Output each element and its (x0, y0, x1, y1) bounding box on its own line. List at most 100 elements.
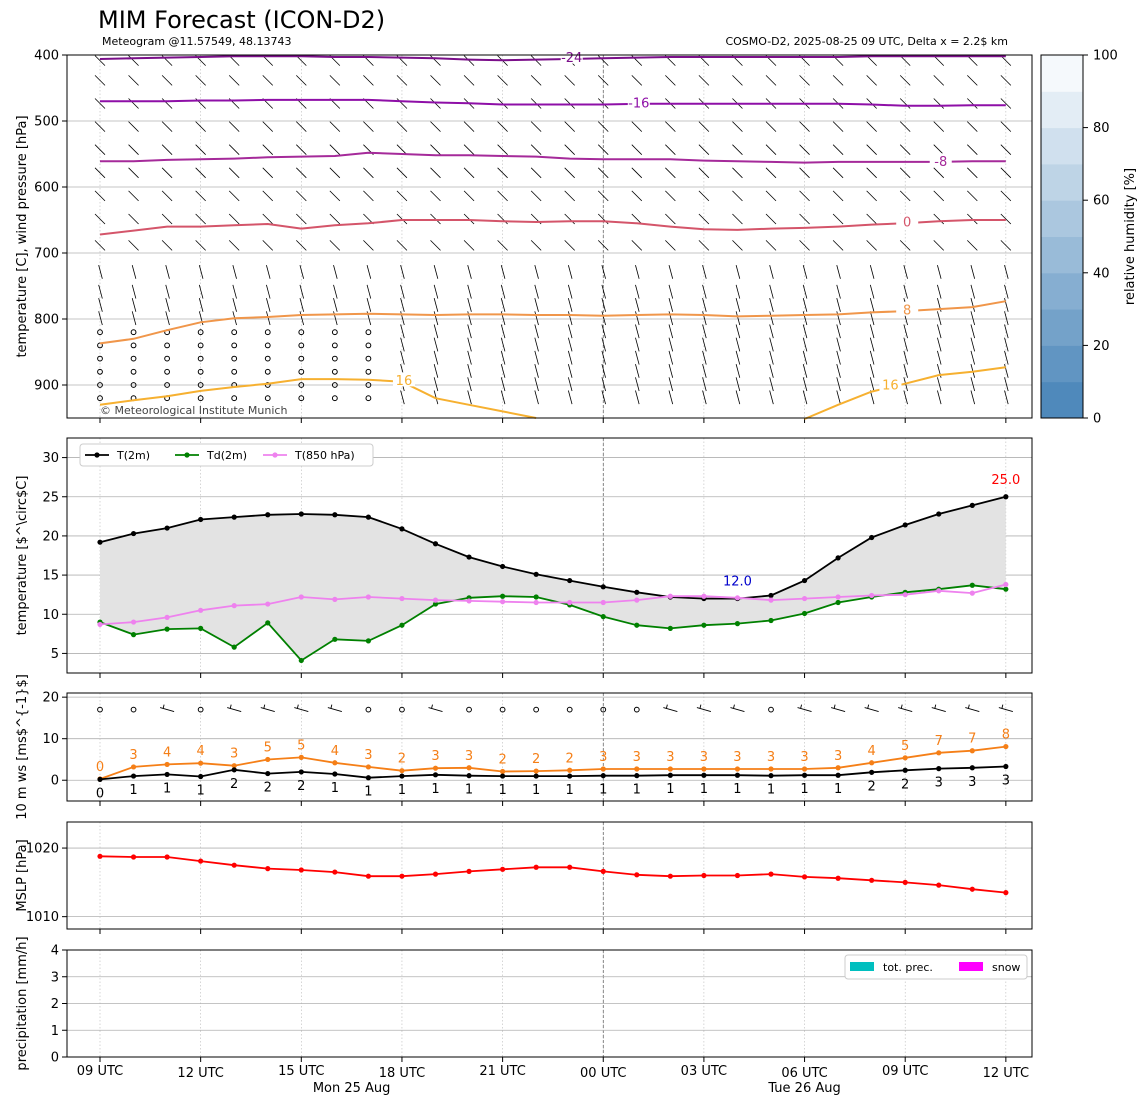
isotherm-label-bg (560, 49, 583, 64)
wind-barb (564, 167, 575, 179)
data-point (1003, 494, 1009, 500)
wind-barb (799, 121, 810, 132)
wind-barb (931, 707, 946, 713)
wind-barb (1004, 265, 1009, 279)
wind-barb (500, 377, 506, 392)
wind-barb (832, 75, 844, 86)
wind-barb (933, 190, 945, 202)
wind-barb (266, 284, 271, 299)
isotherm-label-bg (896, 213, 919, 228)
calm-wind-marker (298, 382, 305, 388)
colorbar-tick-label: 60 (1093, 194, 1110, 209)
wind-barb (500, 324, 506, 339)
wind-barb (631, 167, 643, 179)
isotherm-label-bg (879, 377, 902, 391)
calm-wind-marker (264, 342, 271, 349)
data-label: 5 (901, 739, 909, 754)
data-point (466, 773, 472, 779)
calm-wind-marker (130, 382, 137, 388)
wind-barb (463, 144, 475, 155)
legend-marker (94, 452, 100, 458)
calm-wind-marker (264, 368, 271, 375)
data-point (231, 603, 237, 609)
wind-barb (832, 167, 844, 179)
wind-barb (396, 144, 408, 155)
wind-barb (869, 364, 875, 378)
wind-barb (1004, 337, 1009, 352)
wind-barb (329, 240, 341, 251)
data-point (835, 765, 841, 771)
calm-wind-marker (164, 355, 171, 362)
data-label: 3 (767, 750, 775, 765)
wind-barb (698, 121, 710, 132)
wind-barb (970, 265, 976, 279)
wind-barb (1004, 298, 1009, 312)
wind-barb-feather (833, 704, 836, 709)
isotherm-label-bg (627, 95, 650, 110)
wind-barb (296, 144, 307, 155)
wind-barb (967, 98, 978, 109)
data-label: 3 (599, 750, 607, 765)
legend: T(2m) Td(2m) T(850 hPa) (79, 443, 374, 467)
data-point (164, 525, 170, 531)
data-point (365, 764, 371, 770)
wind-barb (497, 240, 508, 251)
calm-wind-marker (197, 706, 204, 713)
calm-wind-marker (164, 368, 171, 375)
data-point (500, 593, 506, 599)
wind-barb (702, 265, 707, 279)
wind-barb (94, 75, 106, 86)
data-point (869, 877, 875, 883)
data-point (1003, 586, 1009, 592)
wind-barb (631, 144, 643, 155)
colorbar-label: relative humidity [%] (1123, 168, 1138, 305)
isotherm-line (99, 366, 1006, 420)
data-point (1003, 581, 1009, 588)
wind-barb (933, 144, 945, 155)
series-line (99, 745, 1006, 780)
wind-barb (262, 144, 274, 155)
data-label: 1 (633, 783, 641, 798)
data-point (1003, 890, 1009, 896)
wind-barb (497, 75, 508, 86)
legend-label: Td(2m) (206, 449, 247, 462)
wind-barb (433, 311, 439, 326)
data-point (130, 764, 137, 770)
data-point (198, 625, 204, 631)
data-label: 1 (666, 782, 674, 797)
legend-swatch (959, 962, 983, 971)
wind-barb (131, 284, 137, 299)
wind-barb (1000, 213, 1012, 225)
data-point (97, 539, 103, 545)
wind-barb (564, 144, 575, 155)
wind-barb (702, 284, 707, 299)
wind-barb (195, 144, 206, 155)
x-date-label: Mon 25 Aug (313, 1081, 391, 1096)
data-point (567, 864, 573, 870)
x-tick-label: 15 UTC (278, 1064, 324, 1079)
wind-barb-feather (800, 704, 802, 709)
data-label: 4 (163, 745, 171, 760)
wind-barb (262, 213, 274, 225)
y-tick-label: 25 (42, 490, 59, 505)
wind-barb (534, 364, 539, 378)
wind-barb (94, 144, 106, 155)
data-point (399, 873, 405, 879)
data-point (902, 755, 908, 761)
wind-barb (903, 284, 908, 299)
wind-barb (832, 213, 844, 225)
data-point (835, 599, 841, 606)
wind-barb (732, 167, 743, 179)
wind-barb (601, 324, 606, 339)
series-line (99, 855, 1006, 894)
wind-barb (530, 190, 542, 202)
wind-barb (702, 364, 707, 378)
wind-barb (228, 213, 240, 225)
calm-wind-marker (499, 706, 506, 713)
wind-barb (262, 240, 274, 251)
wind-barb (903, 337, 908, 352)
data-point (801, 874, 808, 880)
calm-wind-marker (97, 329, 103, 336)
wind-barb (967, 75, 978, 86)
calm-wind-marker (97, 368, 103, 375)
